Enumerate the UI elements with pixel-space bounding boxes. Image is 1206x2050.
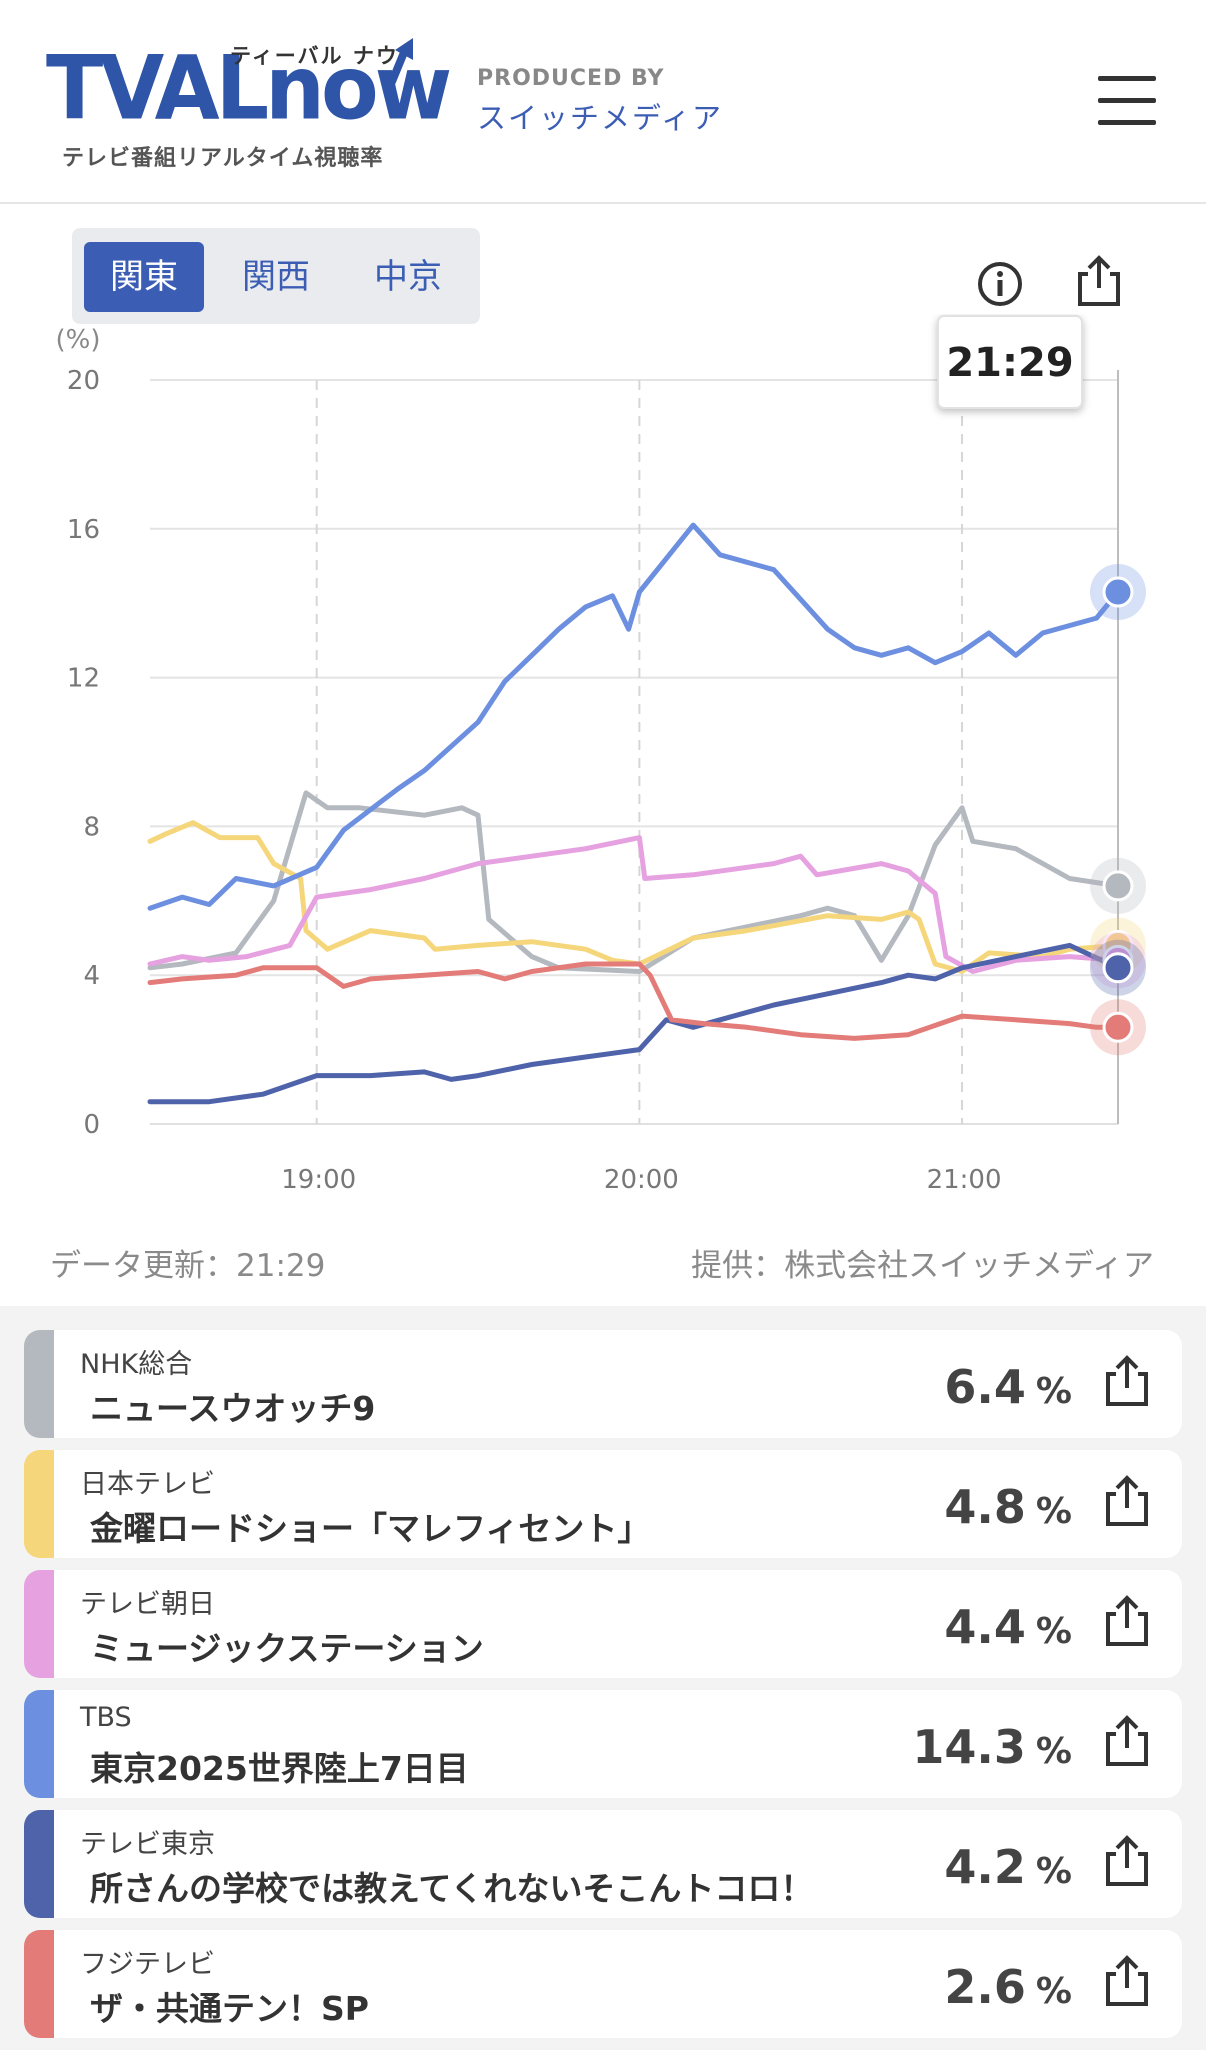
y-tick-label: 0 — [83, 1110, 100, 1140]
channel-color-bar — [24, 1810, 54, 1918]
produced-by-label: PRODUCED BY — [477, 66, 665, 91]
program-title: 所さんの学校では教えてくれないそこんトコロ！ — [90, 1869, 814, 1908]
series-line-1 — [147, 790, 1121, 974]
share-icon[interactable] — [1102, 1714, 1152, 1768]
menu-bar-icon — [1098, 76, 1156, 81]
region-tabs: 関東 関西 中京 — [72, 228, 480, 324]
channel-card-ntv[interactable]: 日本テレビ 金曜ロードショー「マレフィセント」 4.8% — [24, 1450, 1182, 1558]
info-icon[interactable] — [976, 260, 1024, 308]
produced-by: PRODUCED BY スイッチメディア — [477, 66, 723, 137]
x-tick-label: 21:00 — [927, 1165, 1002, 1195]
program-title: ニュースウオッチ9 — [90, 1389, 376, 1428]
menu-bar-icon — [1098, 120, 1156, 125]
series-marker-5 — [1102, 952, 1134, 984]
series-line-3 — [147, 835, 1121, 974]
channel-name: TBS — [80, 1702, 132, 1733]
y-tick-label: 16 — [67, 515, 100, 545]
logo-tagline: テレビ番組リアルタイム視聴率 — [62, 146, 384, 171]
rating-value: 4.8% — [944, 1480, 1072, 1534]
share-icon[interactable] — [1102, 1834, 1152, 1888]
app-header: TVALnow ティーバル ナウ テレビ番組リアルタイム視聴率 PRODUCED… — [0, 0, 1206, 204]
channel-name: NHK総合 — [80, 1349, 193, 1380]
channel-card-nhk[interactable]: NHK総合 ニュースウオッチ9 6.4% — [24, 1330, 1182, 1438]
share-icon[interactable] — [1074, 254, 1124, 308]
series-line-2 — [147, 820, 1121, 974]
channel-card-tv-tokyo[interactable]: テレビ東京 所さんの学校では教えてくれないそこんトコロ！ 4.2% — [24, 1810, 1182, 1918]
series-line-4 — [147, 522, 1121, 911]
rating-value: 4.4% — [944, 1600, 1072, 1654]
channel-color-bar — [24, 1690, 54, 1798]
tvalnow-logo[interactable]: TVALnow ティーバル ナウ テレビ番組リアルタイム視聴率 — [40, 26, 452, 176]
trend-arrow-icon — [387, 38, 413, 86]
series-line-5 — [147, 942, 1121, 1105]
tab-kanto[interactable]: 関東 — [84, 242, 204, 312]
channel-card-fuji[interactable]: フジテレビ ザ・共通テン！SP 2.6% — [24, 1930, 1182, 2038]
channel-name: フジテレビ — [80, 1949, 215, 1980]
share-icon[interactable] — [1102, 1474, 1152, 1528]
logo-kana: ティーバル ナウ — [230, 44, 399, 68]
channel-card-tv-asahi[interactable]: テレビ朝日 ミュージックステーション 4.4% — [24, 1570, 1182, 1678]
x-tick-label: 20:00 — [604, 1165, 679, 1195]
menu-bar-icon — [1098, 98, 1156, 103]
channel-color-bar — [24, 1330, 54, 1438]
channel-color-bar — [24, 1450, 54, 1558]
series-marker-6 — [1102, 1011, 1134, 1043]
program-title: ミュージックステーション — [90, 1629, 484, 1668]
share-icon[interactable] — [1102, 1954, 1152, 2008]
channel-card-tbs[interactable]: TBS 東京2025世界陸上7日目 14.3% — [24, 1690, 1182, 1798]
tab-kansai[interactable]: 関西 — [242, 257, 310, 297]
program-title: 東京2025世界陸上7日目 — [90, 1749, 469, 1788]
chart-section: 関東 関西 中京 (%) 0 4 8 12 16 20 19:00 20:00 21:00 21:… — [0, 204, 1206, 1306]
y-tick-label: 8 — [83, 812, 100, 842]
series-line-6 — [147, 961, 1121, 1041]
y-tick-label: 12 — [67, 664, 100, 694]
produced-by-name[interactable]: スイッチメディア — [477, 101, 723, 135]
logo-text: TVALnow — [46, 36, 452, 140]
rating-value: 4.2% — [944, 1840, 1072, 1894]
share-icon[interactable] — [1102, 1594, 1152, 1648]
hamburger-menu-button[interactable] — [1096, 72, 1160, 128]
tab-chukyo[interactable]: 中京 — [374, 257, 442, 297]
y-tick-label: 4 — [83, 961, 100, 991]
x-tick-label: 19:00 — [281, 1165, 356, 1195]
rating-value: 2.6% — [944, 1960, 1072, 2014]
y-tick-label: 20 — [67, 366, 100, 396]
channel-color-bar — [24, 1570, 54, 1678]
channel-name: テレビ東京 — [80, 1829, 215, 1860]
time-tooltip-box — [937, 315, 1083, 409]
channel-color-bar — [24, 1930, 54, 2038]
time-tooltip-label: 21:29 — [946, 340, 1073, 386]
series-marker-1 — [1102, 870, 1134, 902]
channel-name: テレビ朝日 — [80, 1589, 215, 1620]
channel-list: NHK総合 ニュースウオッチ9 6.4% 日本テレビ 金曜ロードショー「マレフィ… — [24, 1330, 1182, 2050]
program-title: ザ・共通テン！SP — [90, 1989, 369, 2028]
rating-value: 14.3% — [912, 1720, 1072, 1774]
data-provider: 提供：株式会社スイッチメディア — [691, 1248, 1154, 1284]
channel-name: 日本テレビ — [80, 1469, 215, 1500]
ratings-line-chart: (%) 0 4 8 12 16 20 19:00 20:00 21:00 21:29 — [56, 315, 1146, 1195]
share-icon[interactable] — [1102, 1354, 1152, 1408]
rating-value: 6.4% — [944, 1360, 1072, 1414]
y-axis-unit-label: (%) — [56, 325, 101, 355]
series-marker-4 — [1102, 576, 1134, 608]
data-updated-time: データ更新：21:29 — [50, 1248, 326, 1284]
program-title: 金曜ロードショー「マレフィセント」 — [90, 1509, 651, 1548]
